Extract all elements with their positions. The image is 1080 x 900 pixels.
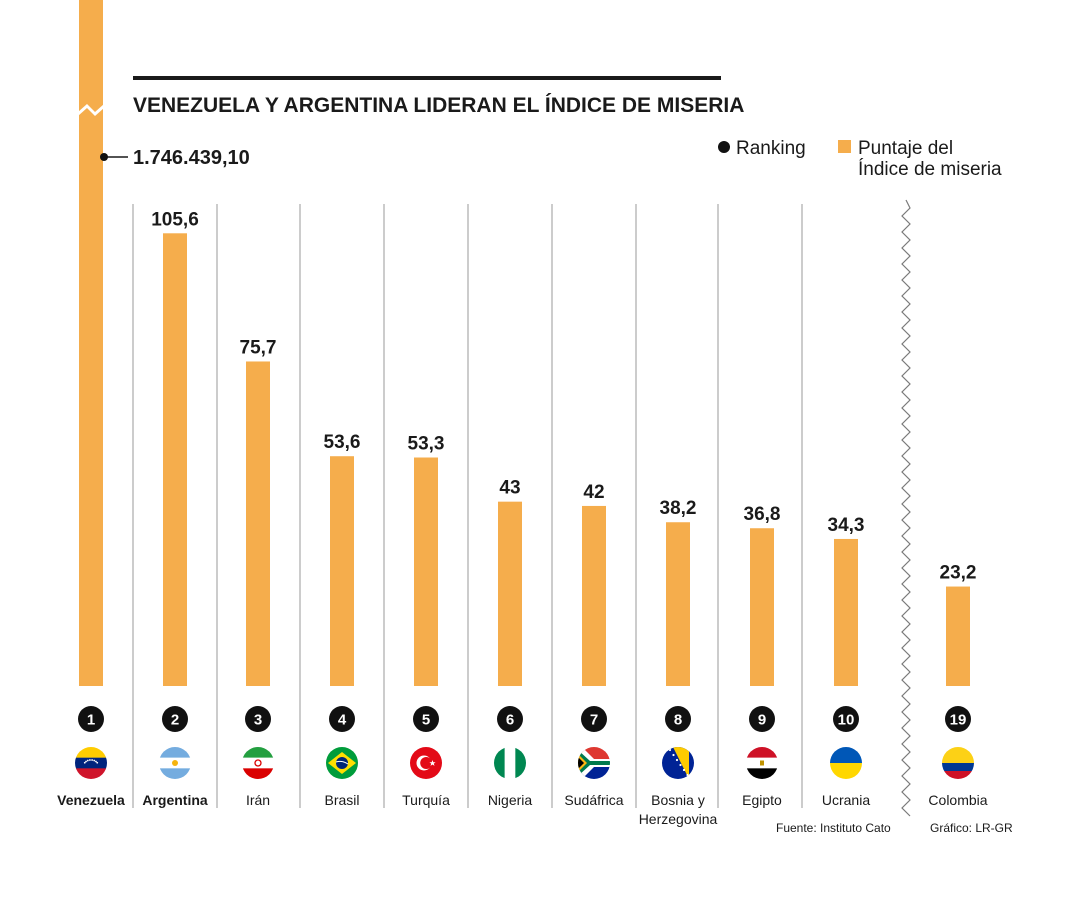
ukraine-flag-icon <box>830 747 862 779</box>
country-name-sudafrica: Sudáfrica <box>564 792 623 808</box>
rank-badge-circle <box>413 706 439 732</box>
brazil-flag-icon <box>326 747 358 779</box>
country-name-nigeria: Nigeria <box>488 792 533 808</box>
value-label-egipto: 36,8 <box>744 504 781 525</box>
rank-number: 6 <box>506 712 514 729</box>
rank-number: 5 <box>422 712 430 729</box>
venezuela-flag-icon <box>75 747 107 779</box>
country-name-iran: Irán <box>246 792 270 808</box>
bar-turquia <box>414 457 438 686</box>
bar-argentina <box>163 233 187 687</box>
title-rule <box>133 76 721 80</box>
country-name-brasil: Brasil <box>324 792 359 808</box>
axis-break-divider <box>901 199 911 817</box>
column-dividers <box>132 199 911 817</box>
outlier-callout: 1.746.439,10 <box>100 147 250 169</box>
rank-badge-circle <box>581 706 607 732</box>
colombia-flag-icon <box>942 747 974 779</box>
value-labels: 105,6 75,7 53,6 53,3 43 42 38,2 36,8 34,3 23,2 <box>151 209 976 583</box>
value-label-bosnia-y: 38,2 <box>660 498 697 519</box>
turkey-flag-icon <box>410 747 442 779</box>
rank-badge-circle <box>749 706 775 732</box>
credit-label: Gráfico: LR-GR <box>930 821 1013 835</box>
iran-flag-icon <box>242 747 274 779</box>
south-africa-flag-icon <box>578 747 610 779</box>
bar-brasil <box>330 456 354 686</box>
country-name-egipto: Egipto <box>742 792 782 808</box>
source-label: Fuente: Instituto Cato <box>776 821 891 835</box>
rank-badge-sudafrica: 7 <box>581 706 607 732</box>
egypt-flag-icon <box>746 747 778 779</box>
bar-break-mark <box>78 104 104 116</box>
country-name-bosnia-y-line2: Herzegovina <box>639 811 718 827</box>
rank-badge-circle <box>945 706 971 732</box>
outlier-leader-dot <box>100 153 108 161</box>
value-label-argentina: 105,6 <box>151 209 199 230</box>
rank-badge-circle <box>665 706 691 732</box>
rank-number: 10 <box>838 712 855 729</box>
rank-badge-circle <box>162 706 188 732</box>
country-name-ucrania: Ucrania <box>822 792 870 808</box>
country-name-venezuela: Venezuela <box>57 792 125 808</box>
rank-number: 2 <box>171 712 179 729</box>
bar-nigeria <box>498 501 522 686</box>
legend-ranking-dot <box>718 141 730 153</box>
rank-badge-nigeria: 6 <box>497 706 523 732</box>
rank-badge-brasil: 4 <box>329 706 355 732</box>
country-name-argentina: Argentina <box>142 792 208 808</box>
country-name-bosnia-y: Bosnia y <box>651 792 705 808</box>
value-label-colombia: 23,2 <box>940 563 977 584</box>
rank-number: 19 <box>950 712 967 729</box>
rank-number: 9 <box>758 712 766 729</box>
legend-score-label-line2: Índice de miseria <box>858 159 1002 180</box>
rank-number: 3 <box>254 712 262 729</box>
bar-sudafrica <box>582 505 606 686</box>
rank-badge-bosnia-y: 8 <box>665 706 691 732</box>
value-label-brasil: 53,6 <box>324 432 361 453</box>
rank-badge-circle <box>329 706 355 732</box>
chart-title: VENEZUELA Y ARGENTINA LIDERAN EL ÍNDICE … <box>133 94 744 117</box>
rank-number: 8 <box>674 712 682 729</box>
legend-score-label-line1: Puntaje del <box>858 138 953 159</box>
outlier-value-label: 1.746.439,10 <box>133 147 250 169</box>
bar-venezuela <box>79 0 103 686</box>
rank-number: 1 <box>87 712 95 729</box>
argentina-flag-icon <box>159 747 191 779</box>
country-name-colombia: Colombia <box>928 792 987 808</box>
rank-badge-iran: 3 <box>245 706 271 732</box>
rank-badge-argentina: 2 <box>162 706 188 732</box>
rank-number: 4 <box>338 712 347 729</box>
rank-badge-ucrania: 10 <box>833 706 859 732</box>
rank-badge-circle <box>833 706 859 732</box>
rank-number: 7 <box>590 712 598 729</box>
flags <box>75 747 974 779</box>
bar-ucrania <box>834 538 858 686</box>
bar-egipto <box>750 528 774 686</box>
nigeria-flag-icon <box>494 747 526 779</box>
legend-ranking-label: Ranking <box>736 138 806 159</box>
rank-badge-egipto: 9 <box>749 706 775 732</box>
rank-badge-circle <box>78 706 104 732</box>
country-name-turquia: Turquía <box>402 792 450 808</box>
bar-colombia <box>946 586 970 686</box>
rank-badge-circle <box>497 706 523 732</box>
bar-bosnia-y <box>666 522 690 686</box>
value-label-nigeria: 43 <box>499 478 520 499</box>
rank-badge-circle <box>245 706 271 732</box>
bar-iran <box>246 361 270 686</box>
country-names: Venezuela Argentina Irán Brasil Turquía Niger… <box>57 792 988 827</box>
value-label-ucrania: 34,3 <box>828 515 865 536</box>
bosnia-flag-icon <box>662 747 694 779</box>
rank-badge-turquia: 5 <box>413 706 439 732</box>
rank-badge-colombia: 19 <box>945 706 971 732</box>
value-label-sudafrica: 42 <box>583 482 604 503</box>
bars <box>78 0 970 687</box>
rank-badge-venezuela: 1 <box>78 706 104 732</box>
rank-badges: 1 2 3 4 5 6 7 8 9 10 19 <box>78 706 971 732</box>
value-label-turquia: 53,3 <box>408 434 445 455</box>
value-label-iran: 75,7 <box>240 337 277 358</box>
legend-score-swatch <box>838 140 851 153</box>
